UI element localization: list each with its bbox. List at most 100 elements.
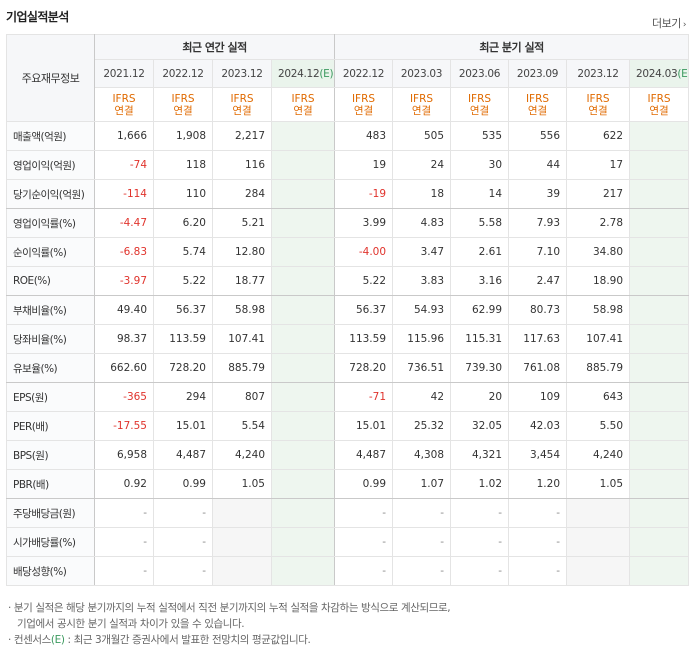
quarter-value-cell: -4.00 xyxy=(334,237,394,267)
quarter-value-cell: 107.41 xyxy=(566,324,631,354)
basis-ifrs: IFRS xyxy=(409,92,434,105)
table-row: 매출액(억원) 1,666 1,908 2,217 483 505 535 556 622 xyxy=(6,121,690,151)
basis-ifrs: IFRS xyxy=(171,92,195,105)
annual-value-cell xyxy=(270,237,336,267)
annual-group-header: 최근 연간 실적 xyxy=(93,34,336,60)
quarter-value-cell: 7.93 xyxy=(508,208,568,238)
annual-value-cell xyxy=(270,469,336,499)
period-label: 2023.12 xyxy=(577,67,619,80)
row-label: 매출액(억원) xyxy=(6,121,95,151)
quarter-value-cell xyxy=(629,121,690,151)
quarter-value-cell: - xyxy=(392,498,452,528)
quarter-value-cell: 18 xyxy=(392,179,452,209)
quarter-value-cell: 739.30 xyxy=(450,353,510,383)
period-label: 2023.03 xyxy=(400,67,443,80)
annual-value-cell xyxy=(270,353,336,383)
quarter-period-header: 2023.06 xyxy=(450,59,510,88)
annual-value-cell: - xyxy=(153,498,213,528)
quarter-value-cell: 20 xyxy=(450,382,510,412)
chevron-right-icon: › xyxy=(682,20,687,30)
basis-ifrs: IFRS xyxy=(112,92,136,105)
quarter-value-cell: 32.05 xyxy=(450,411,510,441)
annual-value-cell: 107.41 xyxy=(212,324,272,354)
annual-value-cell: 5.22 xyxy=(153,266,213,296)
quarter-value-cell: 4.83 xyxy=(392,208,452,238)
quarter-value-cell: - xyxy=(392,527,452,557)
quarter-period-header: 2024.03(E) xyxy=(629,59,690,88)
quarter-value-cell: 18.90 xyxy=(566,266,631,296)
annual-value-cell: -114 xyxy=(94,179,154,209)
basis-ifrs: IFRS xyxy=(291,92,315,105)
annual-value-cell: 110 xyxy=(153,179,213,209)
quarter-value-cell: 30 xyxy=(450,150,510,180)
basis-header: IFRS 연결 xyxy=(334,87,394,122)
basis-consolidated: 연결 xyxy=(469,104,490,117)
table-row: 배당성향(%) - - - - - - xyxy=(6,556,690,586)
annual-period-header: 2022.12 xyxy=(153,59,213,88)
quarter-value-cell: 4,487 xyxy=(334,440,394,470)
annual-value-cell: 0.99 xyxy=(153,469,213,499)
quarter-value-cell: 483 xyxy=(334,121,394,151)
table-row: BPS(원) 6,958 4,487 4,240 4,487 4,308 4,321 3,45… xyxy=(6,440,690,470)
quarter-value-cell: 109 xyxy=(508,382,568,412)
quarter-value-cell: 58.98 xyxy=(566,295,631,325)
quarter-period-header: 2023.09 xyxy=(508,59,568,88)
quarter-value-cell: - xyxy=(450,498,510,528)
quarter-value-cell: 62.99 xyxy=(450,295,510,325)
annual-value-cell: 1,666 xyxy=(94,121,154,151)
period-label: 2022.12 xyxy=(342,67,385,80)
quarter-value-cell: 80.73 xyxy=(508,295,568,325)
row-label: 순이익률(%) xyxy=(6,237,95,267)
basis-ifrs: IFRS xyxy=(525,92,550,105)
quarter-value-cell: 1.05 xyxy=(566,469,631,499)
period-label: 2022.12 xyxy=(162,67,204,80)
footnote-2-prefix: · 컨센서스 xyxy=(8,634,51,646)
annual-value-cell: 118 xyxy=(153,150,213,180)
annual-value-cell xyxy=(270,121,336,151)
financial-table: 주요재무정보 최근 연간 실적 최근 분기 실적 2021.12 2022.12 2… xyxy=(6,34,690,586)
more-link[interactable]: 더보기 › xyxy=(652,15,687,31)
row-label: 당기순이익(억원) xyxy=(6,179,95,209)
annual-value-cell: 15.01 xyxy=(153,411,213,441)
annual-value-cell xyxy=(270,295,336,325)
annual-value-cell: 116 xyxy=(212,150,272,180)
quarter-value-cell: - xyxy=(334,556,394,586)
annual-value-cell: 284 xyxy=(212,179,272,209)
annual-period-header: 2023.12 xyxy=(212,59,272,88)
quarter-value-cell: 54.93 xyxy=(392,295,452,325)
table-row: 유보율(%) 662.60 728.20 885.79 728.20 736.51 739.… xyxy=(6,353,690,383)
footnote-2: · 컨센서스(E) : 최근 3개월간 증권사에서 발표한 전망치의 평균값입니… xyxy=(8,632,688,648)
quarter-value-cell: 14 xyxy=(450,179,510,209)
quarter-value-cell xyxy=(629,556,690,586)
basis-consolidated: 연결 xyxy=(649,104,669,117)
quarter-value-cell: 643 xyxy=(566,382,631,412)
quarter-value-cell xyxy=(629,295,690,325)
basis-consolidated: 연결 xyxy=(353,104,374,117)
quarter-value-cell xyxy=(629,324,690,354)
quarter-value-cell: - xyxy=(508,556,568,586)
annual-value-cell xyxy=(270,382,336,412)
annual-value-cell: -365 xyxy=(94,382,154,412)
quarter-value-cell: 42.03 xyxy=(508,411,568,441)
estimate-mark: (E) xyxy=(319,67,334,80)
annual-value-cell: 662.60 xyxy=(94,353,154,383)
annual-value-cell: - xyxy=(94,556,154,586)
quarter-value-cell: 24 xyxy=(392,150,452,180)
quarter-value-cell xyxy=(629,179,690,209)
table-row: PER(배) -17.55 15.01 5.54 15.01 25.32 32.05 42.0… xyxy=(6,411,690,441)
table-row: 부채비율(%) 49.40 56.37 58.98 56.37 54.93 62.99 80.… xyxy=(6,295,690,325)
basis-consolidated: 연결 xyxy=(114,104,134,117)
basis-ifrs: IFRS xyxy=(351,92,376,105)
table-row: 당기순이익(억원) -114 110 284 -19 18 14 39 217 xyxy=(6,179,690,209)
basis-consolidated: 연결 xyxy=(411,104,432,117)
quarter-value-cell: 117.63 xyxy=(508,324,568,354)
quarter-value-cell: 34.80 xyxy=(566,237,631,267)
quarter-value-cell: 535 xyxy=(450,121,510,151)
annual-value-cell: 113.59 xyxy=(153,324,213,354)
quarter-value-cell: - xyxy=(450,527,510,557)
basis-header: IFRS 연결 xyxy=(153,87,213,122)
quarter-value-cell: 2.78 xyxy=(566,208,631,238)
quarter-value-cell: 1.07 xyxy=(392,469,452,499)
basis-consolidated: 연결 xyxy=(232,104,252,117)
basis-consolidated: 연결 xyxy=(527,104,548,117)
